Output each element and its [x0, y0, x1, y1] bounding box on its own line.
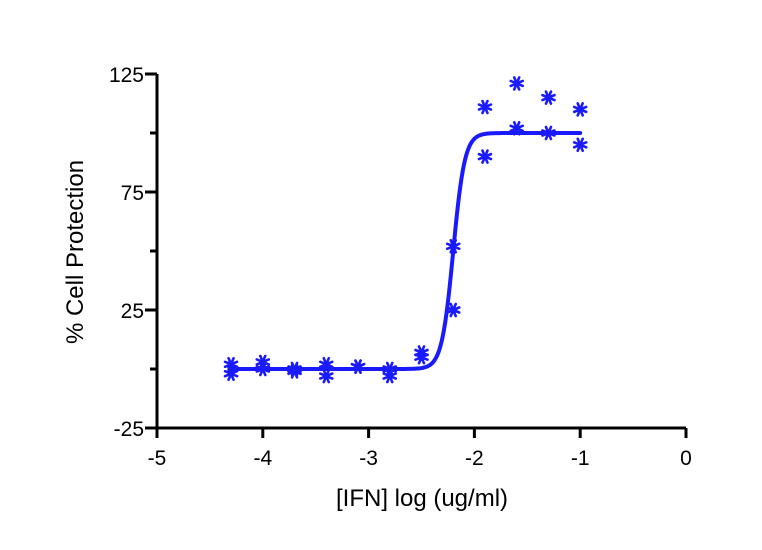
data-point-asterisk	[445, 302, 461, 318]
data-point-asterisk	[477, 149, 493, 164]
asterisk-stroke	[287, 367, 302, 376]
y-tick-label: 75	[121, 182, 144, 205]
data-point-asterisk	[414, 349, 429, 365]
data-point-asterisk	[541, 125, 556, 141]
asterisk-stroke	[572, 105, 588, 114]
asterisk-stroke	[318, 372, 334, 380]
data-point-asterisk	[477, 99, 493, 115]
data-point-asterisk	[350, 359, 366, 374]
data-point-asterisk	[572, 137, 588, 153]
asterisk-stroke	[541, 93, 556, 102]
y-tick-label: -25	[114, 418, 144, 441]
data-point-asterisk	[318, 356, 334, 372]
asterisk-stroke	[477, 152, 493, 161]
data-point-asterisk	[382, 368, 398, 384]
data-point-asterisk	[318, 368, 334, 384]
asterisk-stroke	[477, 103, 493, 111]
x-tick-label: -2	[465, 447, 484, 470]
x-tick-label: -4	[253, 447, 272, 470]
fit-curve	[229, 131, 583, 371]
asterisk-stroke	[382, 372, 398, 380]
y-tick-label: 125	[109, 64, 144, 87]
asterisk-stroke	[509, 79, 525, 88]
asterisk-stroke	[414, 353, 429, 361]
asterisk-stroke	[382, 365, 398, 373]
asterisk-stroke	[445, 242, 461, 251]
data-point-asterisk	[223, 366, 239, 382]
asterisk-stroke	[572, 141, 588, 149]
x-axis-title: [IFN] log (ug/ml)	[336, 485, 508, 512]
asterisk-stroke	[223, 369, 239, 378]
x-tick-label: 0	[680, 447, 692, 470]
asterisk-stroke	[223, 360, 239, 369]
asterisk-stroke	[350, 362, 366, 371]
asterisk-stroke	[541, 129, 556, 137]
data-points-layer	[223, 76, 588, 384]
asterisk-stroke	[445, 306, 461, 314]
data-point-asterisk	[287, 364, 302, 379]
asterisk-stroke	[255, 358, 271, 366]
asterisk-stroke	[318, 360, 334, 369]
y-axis-title: % Cell Protection	[62, 160, 89, 344]
fit-curve-layer	[229, 131, 583, 371]
asterisk-stroke	[509, 124, 525, 133]
x-tick-label: -1	[571, 447, 590, 470]
data-point-asterisk	[509, 76, 525, 91]
asterisk-stroke	[255, 365, 271, 373]
data-point-asterisk	[445, 238, 461, 254]
y-tick-label: 25	[121, 300, 144, 323]
data-point-asterisk	[255, 361, 271, 377]
x-tick-label: -3	[359, 447, 378, 470]
axes: -5 -4 -3 -2 -1 0 -25 25 75 125	[109, 64, 692, 470]
data-point-asterisk	[572, 102, 588, 117]
x-tick-label: -5	[148, 447, 167, 470]
data-point-asterisk	[541, 90, 556, 105]
data-point-asterisk	[509, 120, 525, 136]
